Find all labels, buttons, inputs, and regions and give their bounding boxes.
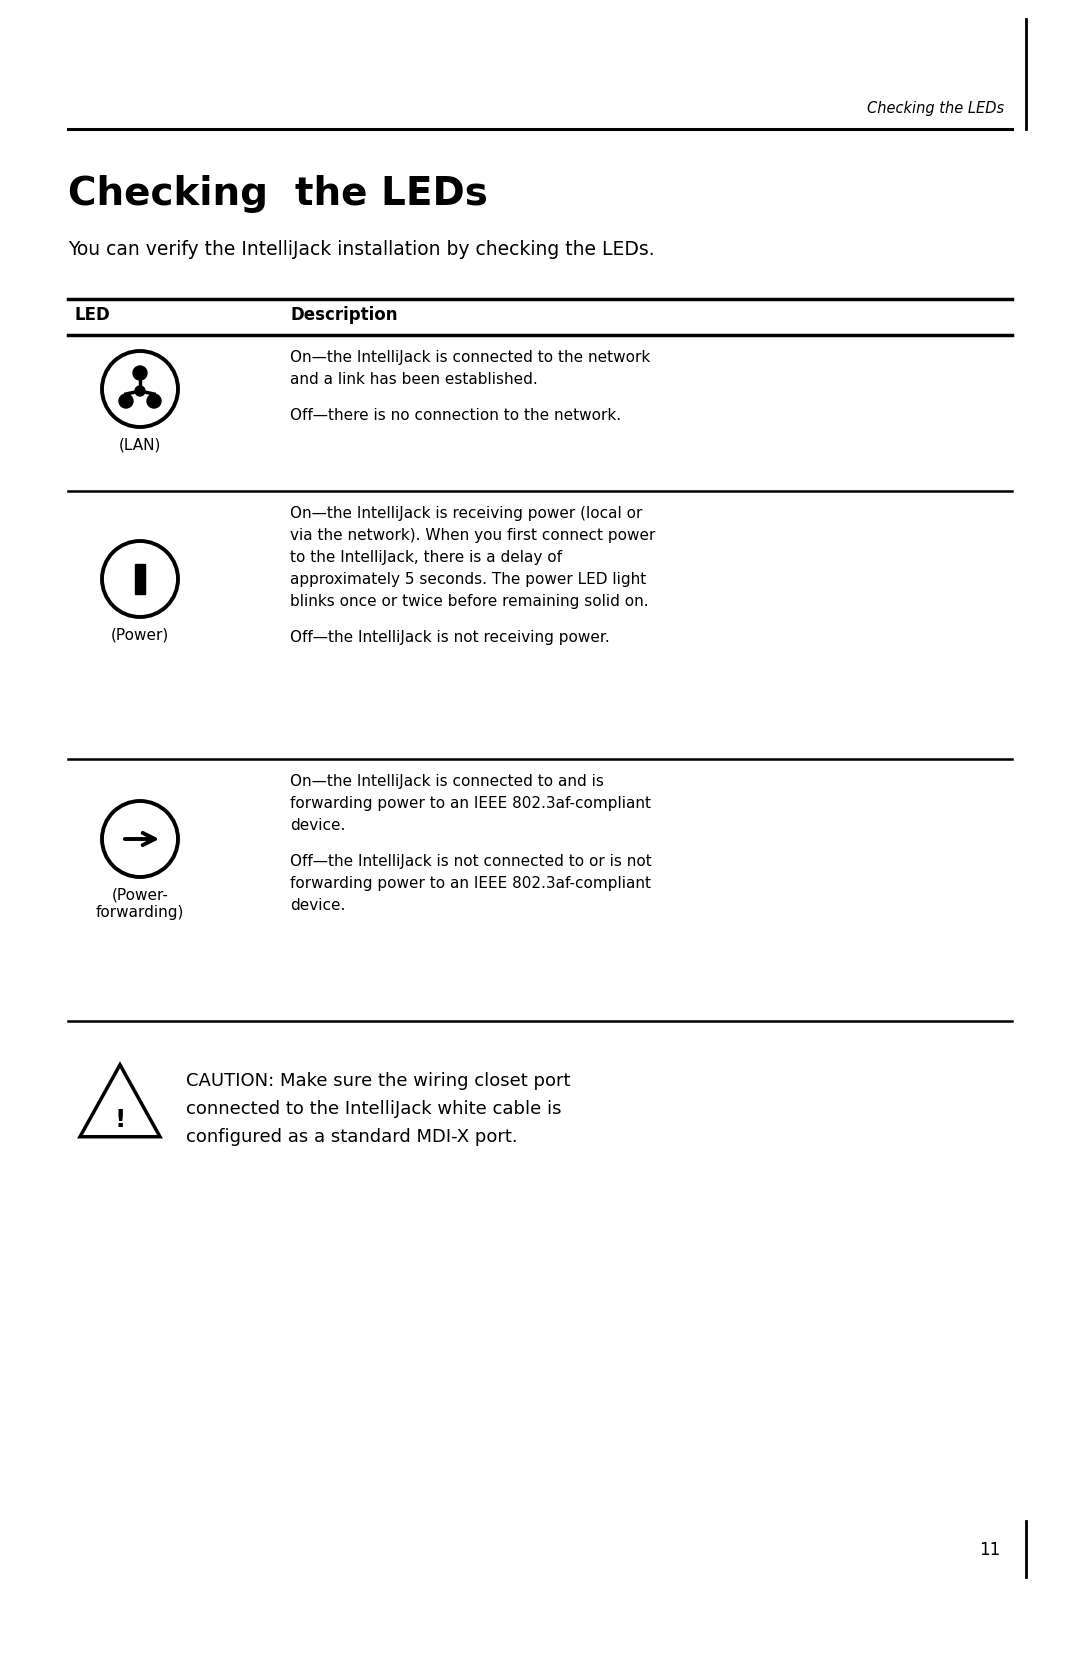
Text: On—the IntelliJack is receiving power (local or: On—the IntelliJack is receiving power (l… [291, 506, 643, 521]
Text: blinks once or twice before remaining solid on.: blinks once or twice before remaining so… [291, 594, 649, 609]
Text: (Power): (Power) [111, 627, 170, 642]
Text: Off—the IntelliJack is not receiving power.: Off—the IntelliJack is not receiving pow… [291, 631, 610, 645]
Circle shape [119, 396, 133, 409]
Text: forwarding power to an IEEE 802.3af-compliant: forwarding power to an IEEE 802.3af-comp… [291, 796, 651, 811]
Text: to the IntelliJack, there is a delay of: to the IntelliJack, there is a delay of [291, 549, 562, 564]
Bar [135, 564, 145, 594]
Text: via the network). When you first connect power: via the network). When you first connect… [291, 528, 656, 543]
Text: forwarding power to an IEEE 802.3af-compliant: forwarding power to an IEEE 802.3af-comp… [291, 875, 651, 890]
Text: On—the IntelliJack is connected to the network: On—the IntelliJack is connected to the n… [291, 349, 650, 364]
Text: configured as a standard MDI-X port.: configured as a standard MDI-X port. [186, 1127, 517, 1145]
Text: LED: LED [75, 306, 110, 324]
Text: device.: device. [291, 818, 346, 832]
Text: CAUTION: Make sure the wiring closet port: CAUTION: Make sure the wiring closet por… [186, 1071, 570, 1089]
Text: (Power-
forwarding): (Power- forwarding) [96, 887, 185, 920]
Text: Checking the LEDs: Checking the LEDs [867, 101, 1004, 116]
Text: Checking  the LEDs: Checking the LEDs [68, 175, 488, 213]
Text: Off—the IntelliJack is not connected to or is not: Off—the IntelliJack is not connected to … [291, 854, 651, 869]
Text: Description: Description [291, 306, 397, 324]
Circle shape [133, 367, 147, 381]
Text: You can verify the IntelliJack installation by checking the LEDs.: You can verify the IntelliJack installat… [68, 240, 654, 258]
Text: On—the IntelliJack is connected to and is: On—the IntelliJack is connected to and i… [291, 773, 604, 788]
Text: device.: device. [291, 897, 346, 914]
Text: approximately 5 seconds. The power LED light: approximately 5 seconds. The power LED l… [291, 571, 646, 586]
Text: Off—there is no connection to the network.: Off—there is no connection to the networ… [291, 409, 621, 424]
Circle shape [147, 396, 161, 409]
Text: (LAN): (LAN) [119, 437, 161, 453]
Text: !: ! [114, 1107, 125, 1132]
Text: 11: 11 [978, 1541, 1000, 1557]
Circle shape [135, 387, 145, 397]
Text: connected to the IntelliJack white cable is: connected to the IntelliJack white cable… [186, 1099, 562, 1117]
Text: and a link has been established.: and a link has been established. [291, 372, 538, 387]
